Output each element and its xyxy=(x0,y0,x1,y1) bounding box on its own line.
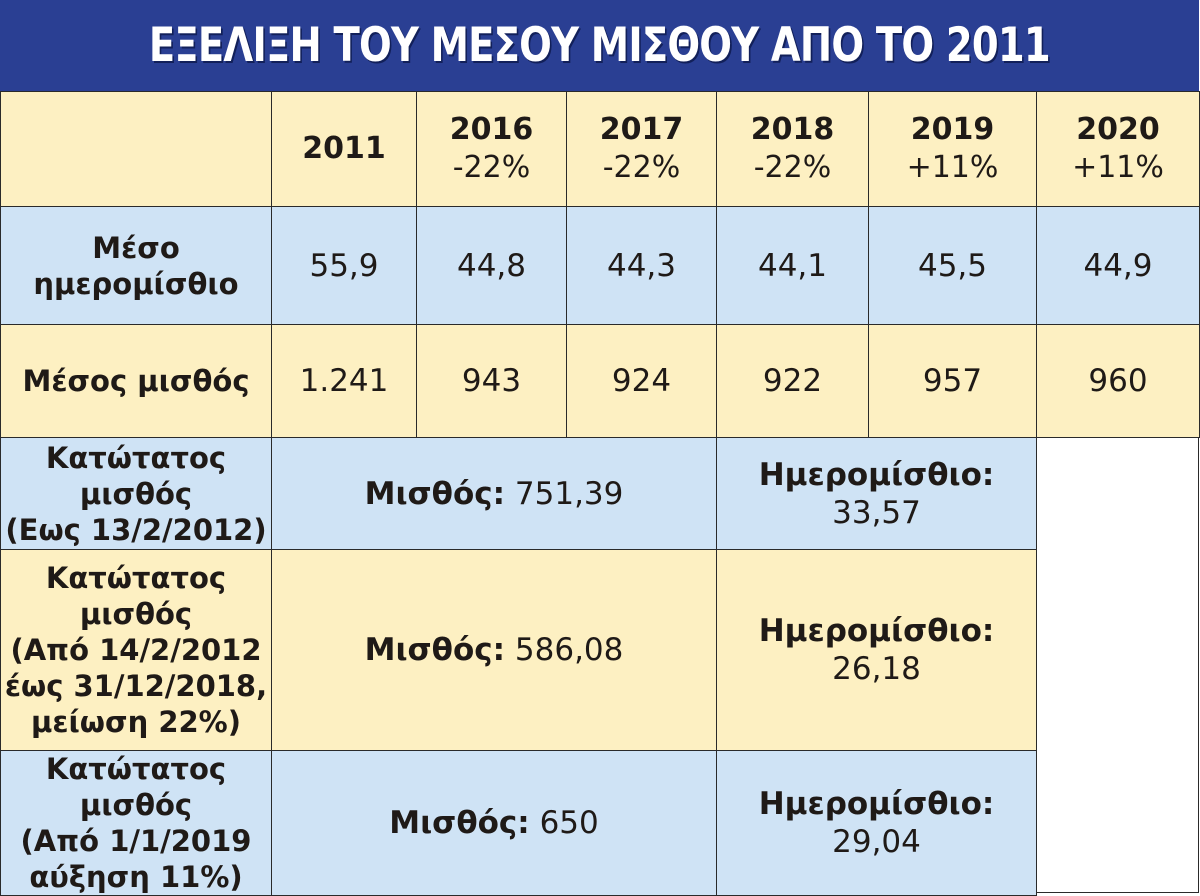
minimum-salary-cell: Μισθός: 751,39 xyxy=(271,437,717,550)
header-year-cell: 2018 -22% xyxy=(716,91,869,207)
label-line: Κατώτατος μισθός xyxy=(45,561,227,631)
minimum-daily-cell: Ημερομίσθιο: 29,04 xyxy=(716,750,1037,896)
minimum-wage-row: Κατώτατος μισθός (Από 1/1/2019 αύξηση 11… xyxy=(0,750,1200,896)
year-label: 2017 xyxy=(599,112,684,147)
label-line: (Εως 13/2/2012) xyxy=(5,512,267,547)
year-change: -22% xyxy=(753,150,832,185)
salary-label: Μισθός: xyxy=(389,805,530,841)
salary-value: 586,08 xyxy=(514,632,624,668)
data-cell: 44,1 xyxy=(716,206,869,325)
year-change: -22% xyxy=(452,150,531,185)
daily-label: Ημερομίσθιο: xyxy=(758,786,995,822)
label-line: μείωση 22%) xyxy=(31,705,241,739)
label-line: Κατώτατος μισθός xyxy=(45,440,227,511)
data-cell: 957 xyxy=(868,324,1037,438)
data-cell: 960 xyxy=(1036,324,1200,438)
year-change: +11% xyxy=(906,150,999,185)
label-line: (Από 1/1/2019 xyxy=(20,824,252,858)
minimum-wage-row: Κατώτατος μισθός (Από 14/2/2012 έως 31/1… xyxy=(0,549,1200,751)
minimum-salary-cell: Μισθός: 650 xyxy=(271,750,717,896)
year-label: 2016 xyxy=(449,112,534,147)
year-label: 2018 xyxy=(750,112,835,147)
table-title: ΕΞΕΛΙΞΗ ΤΟΥ ΜΕΣΟΥ ΜΙΣΘΟΥ ΑΠΟ ΤΟ 2011 xyxy=(148,18,1051,73)
salary-label: Μισθός: xyxy=(364,475,506,512)
salary-value: 751,39 xyxy=(514,475,624,512)
label-line: έως 31/12/2018, xyxy=(4,669,268,703)
daily-value: 29,04 xyxy=(832,824,921,860)
header-year-cell: 2016 -22% xyxy=(416,91,567,207)
minimum-daily-cell: Ημερομίσθιο: 26,18 xyxy=(716,549,1037,751)
data-cell: 924 xyxy=(566,324,717,438)
minimum-wage-label: Κατώτατος μισθός (Από 14/2/2012 έως 31/1… xyxy=(0,549,272,751)
header-year-cell: 2017 -22% xyxy=(566,91,717,207)
year-label: 2020 xyxy=(1076,112,1160,147)
header-row: 2011 2016 -22% 2017 -22% 2018 -22% 2019 … xyxy=(0,91,1200,207)
wage-table: 2011 2016 -22% 2017 -22% 2018 -22% 2019 … xyxy=(0,91,1200,896)
minimum-wage-label: Κατώτατος μισθός (Από 1/1/2019 αύξηση 11… xyxy=(0,750,272,896)
data-cell: 44,3 xyxy=(566,206,717,325)
data-cell: 44,9 xyxy=(1036,206,1200,325)
salary-label: Μισθός: xyxy=(364,632,506,668)
minimum-daily-cell: Ημερομίσθιο: 33,57 xyxy=(716,437,1037,550)
daily-label: Ημερομίσθιο: xyxy=(758,613,995,649)
label-line: Κατώτατος μισθός xyxy=(45,752,227,822)
data-cell: 44,8 xyxy=(416,206,567,325)
header-corner-cell xyxy=(0,91,272,207)
year-change: +11% xyxy=(1072,150,1164,185)
minimum-wage-row: Κατώτατος μισθός (Εως 13/2/2012) Μισθός:… xyxy=(0,437,1200,550)
header-year-cell: 2020 +11% xyxy=(1036,91,1200,207)
row-label-line: Μέσο xyxy=(92,230,180,265)
row-label-line: ημερομίσθιο xyxy=(33,266,239,301)
row-label: Μέσο ημερομίσθιο xyxy=(0,206,272,325)
year-label: 2011 xyxy=(302,131,386,166)
salary-value: 650 xyxy=(539,805,599,841)
data-cell: 1.241 xyxy=(271,324,417,438)
table-row: Μέσο ημερομίσθιο 55,9 44,8 44,3 44,1 45,… xyxy=(0,206,1200,325)
title-bar: ΕΞΕΛΙΞΗ ΤΟΥ ΜΕΣΟΥ ΜΙΣΘΟΥ ΑΠΟ ΤΟ 2011 xyxy=(0,0,1199,91)
header-year-cell: 2019 +11% xyxy=(868,91,1037,207)
year-label: 2019 xyxy=(910,112,995,147)
minimum-salary-cell: Μισθός: 586,08 xyxy=(271,549,717,751)
header-year-cell: 2011 xyxy=(271,91,417,207)
data-cell: 55,9 xyxy=(271,206,417,325)
daily-value: 26,18 xyxy=(832,651,921,687)
data-cell: 922 xyxy=(716,324,869,438)
data-cell: 943 xyxy=(416,324,567,438)
table-row: Μέσος μισθός 1.241 943 924 922 957 960 xyxy=(0,324,1200,438)
label-line: (Από 14/2/2012 xyxy=(10,633,262,667)
daily-label: Ημερομίσθιο: xyxy=(758,456,995,493)
data-cell: 45,5 xyxy=(868,206,1037,325)
minimum-wage-label: Κατώτατος μισθός (Εως 13/2/2012) xyxy=(0,437,272,550)
row-label: Μέσος μισθός xyxy=(0,324,272,438)
daily-value: 33,57 xyxy=(832,494,921,531)
label-line: αύξηση 11%) xyxy=(29,860,243,894)
year-change: -22% xyxy=(602,150,681,185)
